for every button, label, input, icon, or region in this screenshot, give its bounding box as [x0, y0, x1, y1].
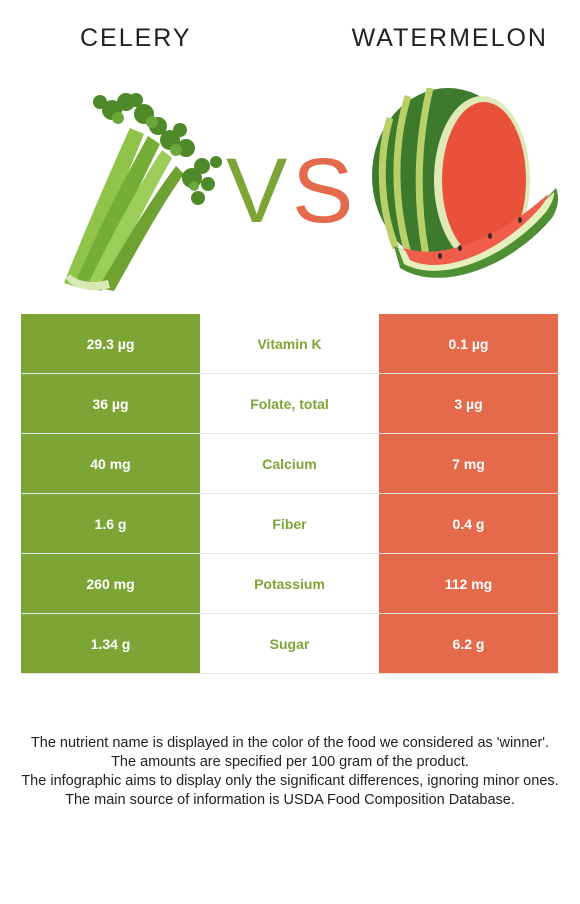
footnotes: The nutrient name is displayed in the co…	[20, 734, 560, 810]
table-row: 1.34 g Sugar 6.2 g	[21, 613, 558, 674]
note-source: The main source of information is USDA F…	[65, 792, 515, 808]
left-value: 40 mg	[21, 433, 200, 494]
note-winner: The nutrient name is displayed in the co…	[30, 735, 550, 751]
right-value: 0.1 µg	[379, 314, 558, 374]
nutrient-name: Fiber	[200, 493, 379, 554]
table-row: 260 mg Potassium 112 mg	[21, 553, 558, 614]
nutrient-name: Sugar	[200, 613, 379, 674]
vs-s: S	[292, 140, 353, 230]
note-significant: The infographic aims to display only the…	[21, 773, 559, 789]
food-title-right: WATERMELON	[351, 24, 548, 52]
left-value: 36 µg	[21, 373, 200, 434]
right-value: 7 mg	[379, 433, 558, 494]
left-value: 29.3 µg	[21, 314, 200, 374]
comparison-table: 29.3 µg Vitamin K 0.1 µg 36 µg Folate, total…	[21, 314, 558, 674]
table-row: 29.3 µg Vitamin K 0.1 µg	[21, 314, 558, 374]
left-value: 260 mg	[21, 553, 200, 614]
watermelon-icon	[372, 88, 559, 278]
right-value: 0.4 g	[379, 493, 558, 554]
vs-label: V S	[226, 140, 353, 230]
right-value: 3 µg	[379, 373, 558, 434]
nutrient-name: Vitamin K	[200, 314, 379, 374]
nutrient-name: Folate, total	[200, 373, 379, 434]
right-value: 6.2 g	[379, 613, 558, 674]
note-per-100g: The amounts are specified per 100 gram o…	[111, 754, 469, 770]
nutrient-name: Calcium	[200, 433, 379, 494]
left-value: 1.6 g	[21, 493, 200, 554]
left-value: 1.34 g	[21, 613, 200, 674]
right-value: 112 mg	[379, 553, 558, 614]
table-row: 36 µg Folate, total 3 µg	[21, 373, 558, 434]
celery-icon	[64, 93, 222, 291]
nutrient-name: Potassium	[200, 553, 379, 614]
food-title-left: CELERY	[80, 24, 192, 52]
table-row: 1.6 g Fiber 0.4 g	[21, 493, 558, 554]
vs-v: V	[226, 140, 287, 230]
table-row: 40 mg Calcium 7 mg	[21, 433, 558, 494]
